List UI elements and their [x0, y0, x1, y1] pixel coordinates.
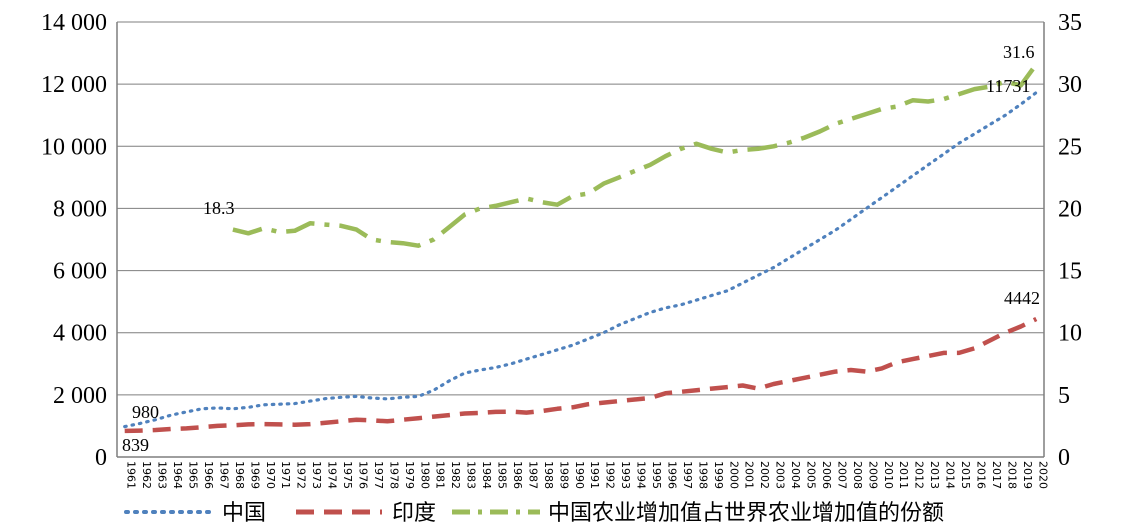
data-labels: 980 839 18.3 11731 4442 31.6	[122, 42, 1040, 455]
x-tick-label: 2009	[866, 461, 879, 489]
x-tick-label: 1986	[511, 461, 524, 489]
x-tick-label: 1999	[712, 461, 725, 489]
y-left-tick-label: 6 000	[53, 259, 107, 285]
x-tick-label: 1992	[604, 461, 617, 489]
x-tick-label: 2002	[758, 461, 771, 489]
x-tick-label: 2017	[990, 461, 1003, 489]
x-tick-label: 1991	[588, 461, 601, 489]
series	[123, 62, 1039, 434]
x-tick-label: 1988	[542, 461, 555, 489]
series-line-0	[123, 90, 1038, 429]
x-tick-label: 2011	[897, 461, 910, 489]
x-tick-label: 1963	[156, 461, 169, 489]
x-tick-label: 1971	[279, 461, 292, 489]
x-tick-label: 2005	[805, 461, 818, 489]
x-tick-label: 2001	[743, 461, 756, 489]
x-tick-label: 2006	[820, 461, 833, 489]
x-tick-label: 2012	[913, 461, 926, 489]
x-tick-label: 1989	[557, 461, 570, 489]
right-axis-ticks: 0 5 10 15 20 25 30 35	[1058, 10, 1082, 471]
y-left-tick-label: 0	[95, 445, 107, 471]
x-tick-label: 2020	[1036, 461, 1049, 489]
legend-share-label: 中国农业增加值占世界农业增加值的份额	[548, 501, 944, 526]
y-left-tick-label: 12 000	[41, 72, 107, 98]
left-axis-ticks: 0 2 000 4 000 6 000 8 000 10 000 12 000 14 000	[41, 10, 107, 471]
x-tick-label: 2016	[974, 461, 987, 489]
data-label-share-start: 18.3	[203, 198, 235, 218]
x-tick-label: 1981	[434, 461, 447, 489]
x-tick-label: 2003	[774, 461, 787, 489]
x-tick-label: 2018	[1005, 461, 1018, 489]
x-tick-label: 2013	[928, 461, 941, 489]
y-right-tick-label: 0	[1058, 445, 1070, 471]
x-tick-label: 1987	[526, 461, 539, 489]
x-tick-label: 2007	[835, 461, 848, 489]
y-right-tick-label: 10	[1058, 321, 1082, 347]
y-left-tick-label: 14 000	[41, 10, 107, 36]
x-tick-label: 1994	[635, 461, 648, 489]
y-right-tick-label: 35	[1058, 10, 1082, 36]
gridlines	[117, 21, 1044, 396]
y-left-tick-label: 4 000	[53, 321, 107, 347]
series-line-2	[232, 62, 1039, 248]
x-tick-label: 1990	[573, 461, 586, 489]
x-tick-label: 1979	[403, 461, 416, 489]
y-right-tick-label: 25	[1058, 134, 1082, 160]
x-tick-label: 1961	[125, 461, 138, 489]
data-label-share-end: 31.6	[1003, 42, 1035, 62]
series-line-1	[124, 316, 1038, 434]
x-tick-label: 1967	[217, 461, 230, 489]
x-tick-label: 1977	[372, 461, 385, 489]
x-tick-label: 1973	[310, 461, 323, 489]
y-left-tick-label: 8 000	[53, 196, 107, 222]
y-right-tick-label: 20	[1058, 196, 1082, 222]
x-tick-label: 1982	[449, 461, 462, 489]
axes	[116, 22, 1045, 458]
y-right-tick-label: 15	[1058, 259, 1082, 285]
x-tick-label: 1976	[356, 461, 369, 489]
x-axis-ticks: 1961 1962 1963 1964 1965 1966 1967 1968 1969 1970…	[125, 461, 1050, 489]
x-tick-label: 1980	[418, 461, 431, 489]
x-tick-label: 1995	[650, 461, 663, 489]
x-tick-label: 2010	[882, 461, 895, 489]
legend-india-label: 印度	[392, 501, 436, 526]
data-label-china-start: 980	[132, 402, 159, 422]
x-tick-label: 1969	[248, 461, 261, 489]
x-tick-label: 1962	[140, 461, 153, 489]
y-right-tick-label: 30	[1058, 72, 1082, 98]
x-tick-label: 2014	[944, 461, 957, 489]
x-tick-label: 2000	[727, 461, 740, 489]
x-tick-label: 1983	[465, 461, 478, 489]
x-tick-label: 1964	[171, 461, 184, 489]
x-tick-label: 1985	[496, 461, 509, 489]
data-label-china-end: 11731	[986, 76, 1030, 96]
x-tick-label: 1996	[665, 461, 678, 489]
x-tick-label: 1972	[295, 461, 308, 489]
x-tick-label: 1974	[326, 461, 339, 489]
x-tick-label: 1984	[480, 461, 493, 489]
data-label-india-start: 839	[122, 435, 149, 455]
x-tick-label: 2004	[789, 461, 802, 489]
data-label-india-end: 4442	[1004, 288, 1040, 308]
x-tick-label: 1998	[696, 461, 709, 489]
legend-china-label: 中国	[222, 501, 266, 526]
x-tick-label: 1975	[341, 461, 354, 489]
x-tick-label: 2015	[959, 461, 972, 489]
y-right-tick-label: 5	[1058, 383, 1070, 409]
y-left-tick-label: 2 000	[53, 383, 107, 409]
legend: 中国 印度 中国农业增加值占世界农业增加值的份额	[124, 501, 944, 526]
x-tick-label: 1965	[187, 461, 200, 489]
x-tick-label: 1997	[681, 461, 694, 489]
x-tick-label: 1968	[233, 461, 246, 489]
x-tick-label: 1966	[202, 461, 215, 489]
x-tick-label: 2008	[851, 461, 864, 489]
x-tick-label: 1970	[264, 461, 277, 489]
x-tick-label: 1993	[619, 461, 632, 489]
x-tick-label: 2019	[1021, 461, 1034, 489]
x-tick-label: 1978	[387, 461, 400, 489]
y-left-tick-label: 10 000	[41, 134, 107, 160]
